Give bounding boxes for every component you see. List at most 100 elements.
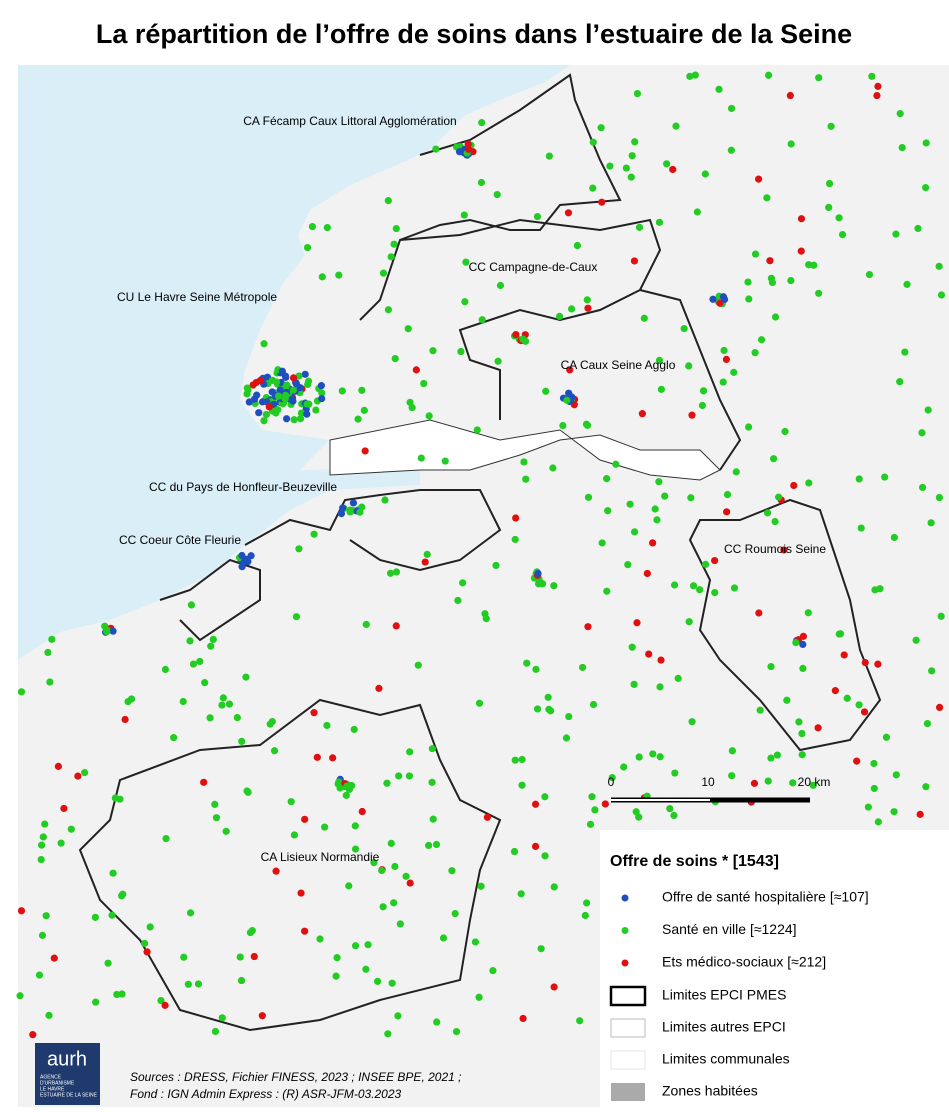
facility-point xyxy=(711,556,719,565)
facility-point xyxy=(922,139,930,147)
facility-point xyxy=(861,658,869,667)
facility-point xyxy=(457,347,465,356)
facility-point xyxy=(462,258,470,266)
facility-point xyxy=(219,694,227,702)
facility-point xyxy=(649,539,657,547)
facility-point xyxy=(303,243,312,252)
facility-point xyxy=(838,230,847,239)
facility-point xyxy=(392,622,400,630)
facility-point xyxy=(633,89,642,98)
facility-point xyxy=(727,146,735,154)
facility-point xyxy=(50,954,58,962)
facility-point xyxy=(121,715,129,724)
facility-point xyxy=(815,74,823,82)
facility-point xyxy=(266,720,274,728)
facility-point xyxy=(464,145,473,153)
facility-point xyxy=(882,733,891,741)
facility-point xyxy=(109,627,117,635)
facility-point xyxy=(670,811,678,820)
facility-point xyxy=(789,779,797,787)
facility-point xyxy=(109,869,117,877)
facility-point xyxy=(892,771,900,779)
facility-point xyxy=(773,751,781,759)
facility-point xyxy=(428,745,436,753)
facility-point xyxy=(38,931,47,939)
facility-point xyxy=(608,773,616,782)
facility-point xyxy=(805,479,813,487)
facility-point xyxy=(935,494,944,502)
facility-point xyxy=(874,818,882,826)
facility-point xyxy=(534,569,542,578)
facility-point xyxy=(349,499,358,507)
facility-point xyxy=(17,688,26,696)
facility-point xyxy=(381,496,389,504)
facility-point xyxy=(935,262,943,270)
facility-point xyxy=(923,719,932,728)
facility-point xyxy=(351,845,360,853)
facility-point xyxy=(757,336,766,344)
facility-point xyxy=(696,586,704,594)
facility-point xyxy=(545,152,553,160)
facility-point xyxy=(37,855,45,864)
legend-label: Limites autres EPCI xyxy=(662,1019,786,1035)
facility-point xyxy=(402,872,410,880)
facility-point xyxy=(323,721,331,730)
facility-point xyxy=(588,793,596,801)
facility-point xyxy=(318,394,326,403)
facility-point xyxy=(384,197,392,205)
facility-point xyxy=(301,815,309,823)
facility-point xyxy=(865,270,874,279)
facility-point xyxy=(391,862,399,871)
facility-point xyxy=(764,71,773,79)
facility-point xyxy=(576,1017,584,1025)
facility-point xyxy=(914,224,922,233)
facility-point xyxy=(835,630,843,638)
facility-point xyxy=(797,247,805,255)
facility-point xyxy=(916,810,924,818)
logo xyxy=(35,1043,100,1105)
facility-point xyxy=(578,663,587,672)
facility-point xyxy=(211,800,219,808)
facility-point xyxy=(771,517,779,526)
facility-point xyxy=(332,972,340,980)
facility-point xyxy=(763,509,772,517)
facility-point xyxy=(301,370,309,378)
facility-point xyxy=(186,637,194,645)
facility-point xyxy=(478,119,486,127)
facility-point xyxy=(162,834,170,843)
facility-point xyxy=(815,289,823,297)
facility-point xyxy=(720,346,728,355)
facility-point xyxy=(792,638,800,647)
facility-point xyxy=(384,306,393,314)
facility-point xyxy=(804,609,812,617)
facility-point xyxy=(786,91,794,100)
facility-point xyxy=(661,492,669,500)
legend-label: Ets médico-sociaux [≈212] xyxy=(662,954,826,970)
facility-point xyxy=(361,447,369,455)
facility-point xyxy=(429,347,437,355)
facility-point xyxy=(727,104,736,113)
facility-point xyxy=(809,781,817,789)
facility-point xyxy=(799,664,807,673)
facility-point xyxy=(143,948,151,956)
facility-point xyxy=(494,357,502,365)
facility-point xyxy=(282,391,290,399)
facility-point xyxy=(310,530,318,538)
facility-point xyxy=(723,508,731,516)
facility-point xyxy=(48,635,56,643)
facility-point xyxy=(218,701,226,709)
legend-label: Limites communales xyxy=(662,1051,790,1067)
facility-point xyxy=(303,410,311,418)
facility-point xyxy=(317,382,325,390)
facility-point xyxy=(378,866,386,875)
facility-point xyxy=(91,913,99,921)
facility-point xyxy=(657,385,665,393)
facility-point xyxy=(624,561,632,569)
facility-point xyxy=(795,718,803,726)
facility-point xyxy=(104,959,112,967)
facility-point xyxy=(338,387,346,395)
facility-point xyxy=(272,378,281,386)
facility-point xyxy=(388,979,396,987)
facility-point xyxy=(745,295,753,303)
facility-point xyxy=(780,546,788,554)
